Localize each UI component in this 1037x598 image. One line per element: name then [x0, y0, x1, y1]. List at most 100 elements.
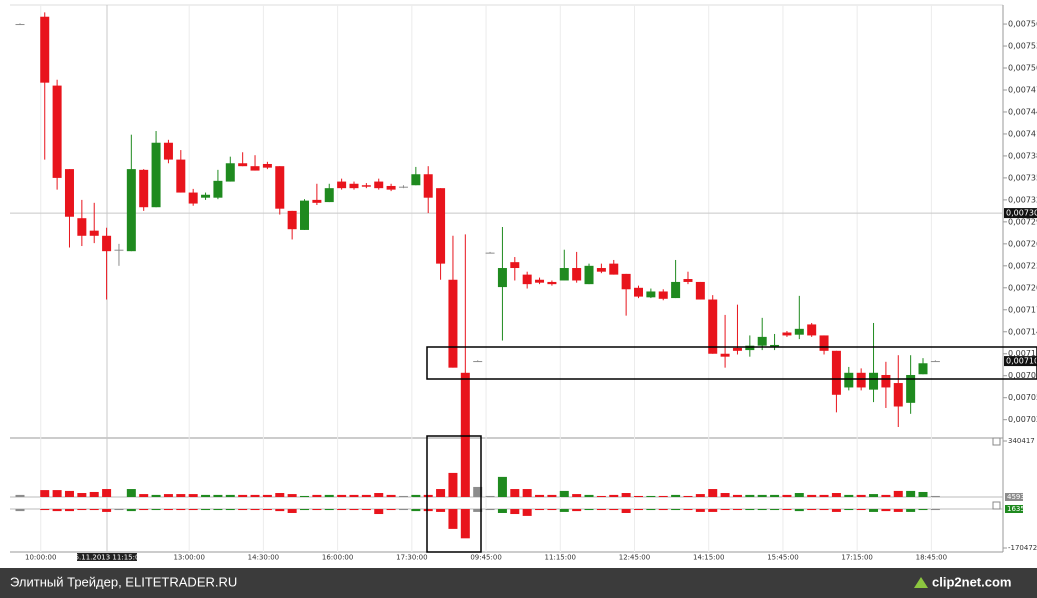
- candle-body: [250, 166, 260, 171]
- candle-body: [535, 279, 545, 283]
- volume-bar: [609, 494, 619, 497]
- candle-body: [448, 279, 458, 368]
- x-tick-label: 17:30:00: [396, 554, 427, 562]
- x-tick-label: 16:00:00: [322, 554, 353, 562]
- volume-bar: [361, 494, 371, 497]
- candle-body: [386, 185, 396, 190]
- candle-body: [831, 350, 841, 395]
- candle-body: [238, 163, 248, 167]
- volume-bar: [225, 509, 235, 511]
- volume-bar: [262, 494, 272, 497]
- price-marker: [1004, 208, 1037, 219]
- volume-bar: [584, 509, 594, 511]
- volume-bar: [893, 509, 903, 512]
- volume-bar: [102, 509, 112, 512]
- footer-bar: [0, 568, 1037, 598]
- candle-body: [522, 274, 532, 285]
- volume-bar: [460, 434, 470, 497]
- candle-body: [176, 159, 186, 193]
- candle-body: [349, 183, 359, 189]
- candle-body: [201, 194, 211, 198]
- volume-bar: [201, 509, 211, 511]
- volume-bar: [770, 494, 780, 497]
- candle-body: [658, 291, 668, 299]
- volume-bar: [584, 494, 594, 497]
- candle-body: [819, 335, 829, 351]
- candle-body: [324, 188, 334, 203]
- y-tick-label: 0,007290: [1008, 217, 1037, 226]
- volume-bar: [510, 509, 520, 515]
- candle-body: [460, 372, 470, 438]
- volume-marker-label: 4593: [1007, 493, 1025, 501]
- volume-bar: [906, 509, 916, 512]
- volume-bar: [497, 476, 507, 497]
- volume-bar: [745, 509, 755, 511]
- y-tick-label: 0,007560: [1008, 20, 1037, 29]
- candle-body: [671, 281, 681, 299]
- volume-bar: [831, 493, 841, 497]
- volume-marker: [1005, 505, 1023, 513]
- volume-bar: [819, 509, 829, 511]
- candle-body: [423, 174, 433, 198]
- candle-body: [695, 281, 705, 300]
- volume-bar: [423, 494, 433, 497]
- y-tick-label: 0,007440: [1008, 107, 1037, 116]
- candle-body: [126, 169, 136, 252]
- volume-bar: [708, 509, 718, 512]
- candle-body: [374, 181, 384, 189]
- x-tick-label: 15:45:00: [767, 554, 798, 562]
- volume-bar: [126, 509, 136, 512]
- candle-body: [844, 372, 854, 388]
- volume-bar: [844, 494, 854, 497]
- y-tick-label: 0,007500: [1008, 64, 1037, 73]
- candle-body: [745, 345, 755, 351]
- panel-icon: [992, 501, 1001, 510]
- volume-bar: [126, 489, 136, 497]
- volume-bar: [324, 494, 334, 497]
- volume-bar: [782, 509, 792, 511]
- y-tick-label: 0,007140: [1008, 327, 1037, 336]
- volume-bar: [163, 509, 173, 511]
- volume-bar: [398, 509, 408, 511]
- volume-bar: [89, 491, 99, 497]
- x-tick-label: 12:45:00: [619, 554, 650, 562]
- volume-bar: [695, 509, 705, 512]
- candle-body: [683, 279, 693, 282]
- volume-bar: [139, 494, 149, 497]
- volume-bar: [844, 509, 854, 511]
- candle-body: [262, 163, 272, 168]
- candle-body: [139, 169, 149, 208]
- volume-bar: [386, 494, 396, 497]
- volume-bar: [201, 494, 211, 497]
- volume-bar: [238, 509, 248, 511]
- volume-bar: [671, 509, 681, 511]
- volume-bar: [374, 509, 384, 515]
- y-tick-label: 0,007470: [1008, 85, 1037, 94]
- volume-bar: [831, 509, 841, 512]
- candle-body: [163, 142, 173, 160]
- y-tick-label: 0,007350: [1008, 173, 1037, 182]
- volume-bar: [522, 489, 532, 497]
- volume-bar: [485, 495, 495, 497]
- candle-body: [151, 142, 161, 208]
- y-tick-label: 0,007110: [1008, 349, 1037, 358]
- candle-body: [559, 268, 569, 281]
- volume-bar: [275, 493, 285, 497]
- candle-body: [869, 372, 879, 390]
- volume-bar: [621, 493, 631, 497]
- volume-bar: [634, 509, 643, 511]
- x-tick-label: 14:30:00: [248, 554, 279, 562]
- volume-bar: [596, 495, 606, 497]
- candle-body: [930, 361, 940, 363]
- volume-bar: [188, 494, 198, 497]
- volume-bar: [436, 489, 446, 497]
- volume-bar: [423, 509, 433, 512]
- volume-bar: [572, 494, 582, 497]
- volume-bar: [52, 509, 62, 512]
- volume-bar: [15, 509, 25, 512]
- volume-bar: [757, 509, 767, 511]
- volume-bar: [287, 509, 297, 513]
- candle-body: [89, 230, 99, 236]
- background: [0, 0, 1037, 568]
- volume-bar: [559, 509, 569, 512]
